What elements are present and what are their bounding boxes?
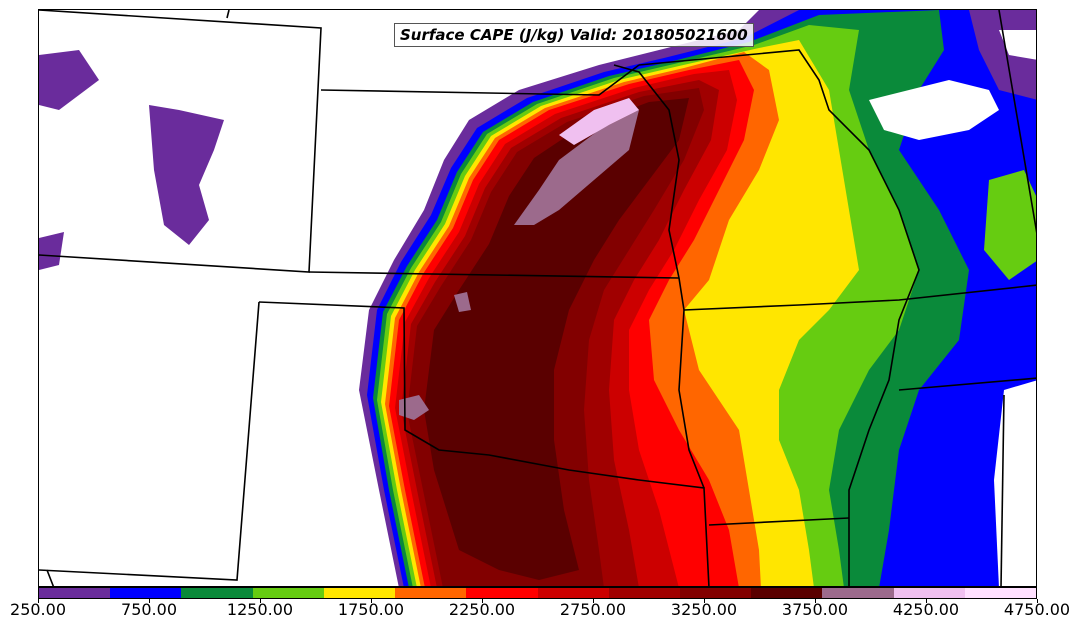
colorbar-tick-label: 1250.00 [226,600,294,619]
colorbar-tick-label: 3750.00 [781,600,849,619]
cape-band-250-sw [39,232,64,270]
border-line [258,301,710,586]
colorbar-labels: 250.00 750.00 1250.00 1750.00 2250.00 2750.00… [0,600,1081,630]
colorbar-tick [926,599,927,603]
cape-band-250-west [39,50,99,110]
colorbar-tick [371,599,372,603]
border-line [613,64,705,489]
lake-area [869,80,999,140]
cape-band-4000 [559,98,639,145]
cape-band-1250-east [984,170,1036,280]
border-line [1000,394,1005,586]
border-line [638,49,920,586]
border-line [683,284,1036,311]
cape-band-3500-c [454,292,471,312]
colorbar-segment [822,588,894,598]
colorbar-tick-label: 2250.00 [448,600,516,619]
colorbar-segment [110,588,182,598]
colorbar-tick [1037,599,1038,603]
colorbar-segment [395,588,467,598]
cape-field-map [39,10,1036,586]
colorbar-segment [39,588,111,598]
colorbar-tick [704,599,705,603]
colorbar-tick-label: 2750.00 [559,600,627,619]
colorbar-segment [964,588,1037,598]
border-line [998,10,1036,233]
border-line [39,301,260,581]
colorbar-segment [608,588,680,598]
colorbar [38,587,1037,599]
colorbar-tick [482,599,483,603]
east-gap [994,380,1036,586]
colorbar-tick-label: 4750.00 [1003,600,1071,619]
colorbar-tick-label: 750.00 [121,600,177,619]
map-title: Surface CAPE (J/kg) Valid: 201805021600 [394,23,754,47]
border-line [320,64,640,96]
colorbar-segment [751,588,823,598]
border-line [46,569,55,586]
colorbar-tick [149,599,150,603]
colorbar-tick-label: 1750.00 [337,600,405,619]
colorbar-segment [537,588,609,598]
cape-band-250-nw [149,105,224,245]
colorbar-tick [38,599,39,603]
cape-band-3500-b [399,395,429,420]
lake-area-b [999,30,1036,60]
colorbar-tick [260,599,261,603]
colorbar-segment [466,588,538,598]
colorbar-segment [252,588,324,598]
cape-band-3000 [424,98,689,580]
colorbar-segment [893,588,965,598]
colorbar-tick-label: 3250.00 [670,600,738,619]
cape-band-3500 [514,110,639,225]
state-borders [39,10,1036,586]
border-line [226,10,230,19]
border-line [39,10,322,273]
colorbar-segment [181,588,253,598]
border-line [898,377,1036,391]
colorbar-tick [815,599,816,603]
colorbar-segment [679,588,752,598]
border-line [708,517,850,526]
border-line [308,271,680,279]
colorbar-tick-label: 250.00 [10,600,66,619]
cape-contours [39,10,1036,586]
colorbar-tick [593,599,594,603]
map-panel: Surface CAPE (J/kg) Valid: 201805021600 [38,9,1037,587]
colorbar-segment [323,588,396,598]
colorbar-tick-label: 4250.00 [892,600,960,619]
